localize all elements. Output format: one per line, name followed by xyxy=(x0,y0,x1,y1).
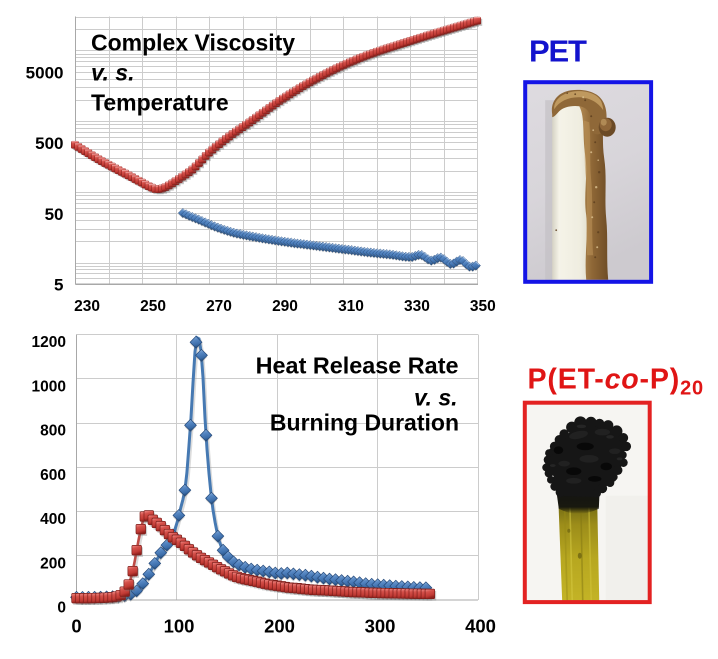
svg-text:Heat Release Rate: Heat Release Rate xyxy=(256,353,459,379)
svg-text:270: 270 xyxy=(206,298,232,315)
svg-text:500: 500 xyxy=(35,134,63,153)
svg-text:230: 230 xyxy=(74,298,100,315)
svg-text:Temperature: Temperature xyxy=(91,90,229,116)
svg-text:5: 5 xyxy=(54,276,63,295)
svg-text:400: 400 xyxy=(40,511,66,528)
svg-text:330: 330 xyxy=(404,298,430,315)
svg-text:1000: 1000 xyxy=(32,378,66,395)
svg-text:Complex Viscosity: Complex Viscosity xyxy=(91,30,295,56)
svg-text:350: 350 xyxy=(470,298,496,315)
svg-text:v. s.: v. s. xyxy=(91,60,134,86)
svg-text:50: 50 xyxy=(45,205,64,224)
svg-text:100: 100 xyxy=(164,615,195,636)
svg-text:310: 310 xyxy=(338,298,364,315)
svg-text:P(ET-co-P)20: P(ET-co-P)20 xyxy=(528,363,704,399)
svg-text:400: 400 xyxy=(465,615,496,636)
svg-text:200: 200 xyxy=(40,555,66,572)
svg-text:v. s.: v. s. xyxy=(414,384,457,410)
svg-text:5000: 5000 xyxy=(26,63,64,82)
svg-text:PET: PET xyxy=(529,34,587,69)
svg-text:800: 800 xyxy=(40,423,66,440)
svg-text:600: 600 xyxy=(40,467,66,484)
svg-text:1200: 1200 xyxy=(32,334,66,351)
svg-text:200: 200 xyxy=(264,615,295,636)
svg-text:0: 0 xyxy=(71,615,81,636)
svg-text:300: 300 xyxy=(365,615,396,636)
svg-text:290: 290 xyxy=(272,298,298,315)
svg-text:0: 0 xyxy=(57,600,66,617)
svg-text:Burning Duration: Burning Duration xyxy=(270,410,459,436)
svg-text:250: 250 xyxy=(140,298,166,315)
